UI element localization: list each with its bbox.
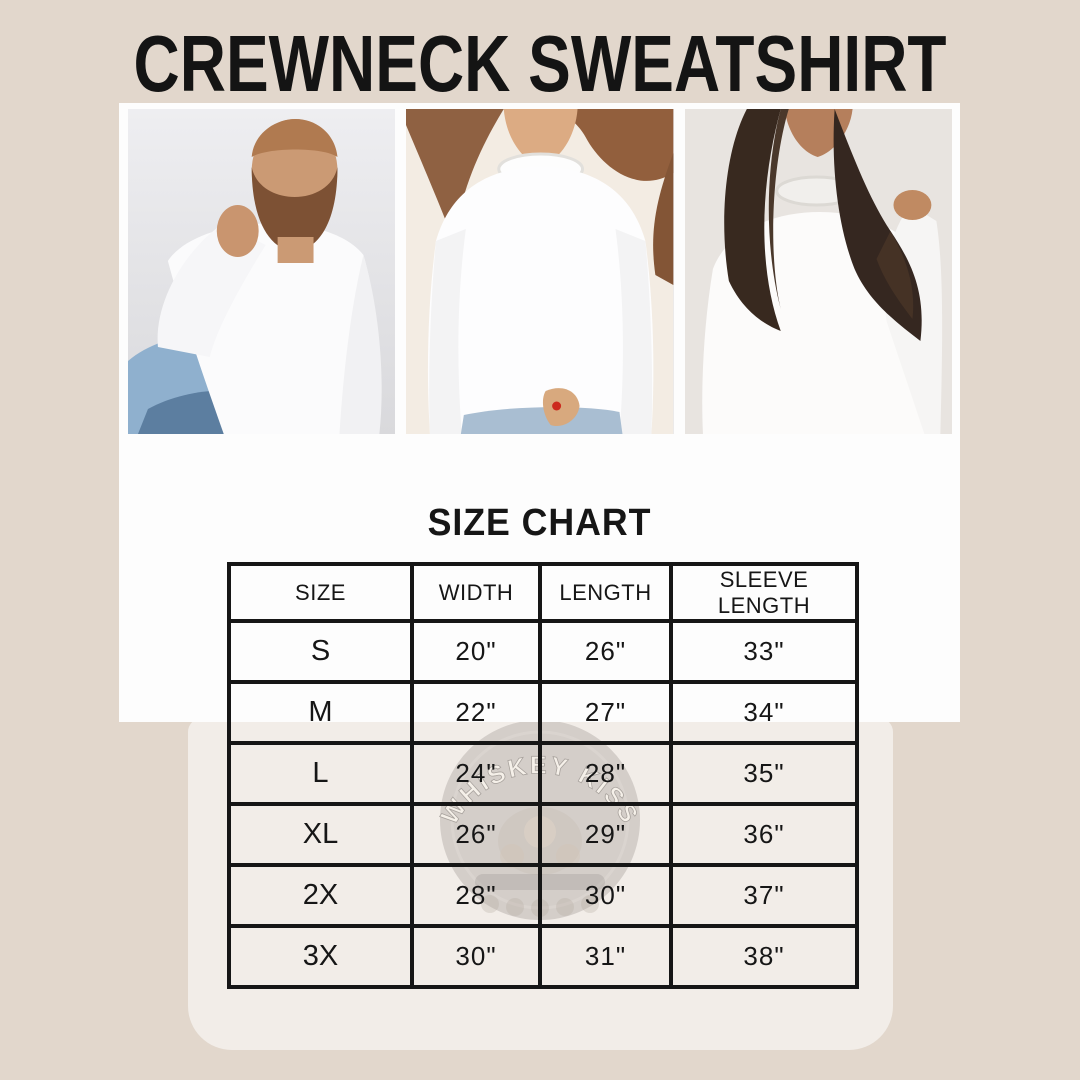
size-cell: 3X <box>227 924 414 989</box>
sleeve-cell: 37" <box>669 863 859 928</box>
table-row: M 22" 27" 34" <box>227 680 859 745</box>
sleeve-cell: 35" <box>669 741 859 806</box>
size-chart-table: SIZE WIDTH LENGTH SLEEVE LENGTH S 20" 26… <box>227 562 859 989</box>
col-header-size: SIZE <box>227 562 414 623</box>
sleeve-cell: 34" <box>669 680 859 745</box>
width-cell: 24" <box>410 741 542 806</box>
table-row: 3X 30" 31" 38" <box>227 924 859 989</box>
table-header-row: SIZE WIDTH LENGTH SLEEVE LENGTH <box>227 562 859 623</box>
size-cell: XL <box>227 802 414 867</box>
width-cell: 22" <box>410 680 542 745</box>
width-cell: 26" <box>410 802 542 867</box>
length-cell: 28" <box>538 741 673 806</box>
length-cell: 26" <box>538 619 673 684</box>
sleeve-cell: 38" <box>669 924 859 989</box>
sleeve-cell: 36" <box>669 802 859 867</box>
length-cell: 30" <box>538 863 673 928</box>
size-cell: M <box>227 680 414 745</box>
size-cell: 2X <box>227 863 414 928</box>
col-header-sleeve-length: SLEEVE LENGTH <box>669 562 859 623</box>
table-row: L 24" 28" 35" <box>227 741 859 806</box>
table-row: S 20" 26" 33" <box>227 619 859 684</box>
width-cell: 28" <box>410 863 542 928</box>
width-cell: 30" <box>410 924 542 989</box>
size-cell: L <box>227 741 414 806</box>
table-row: XL 26" 29" 36" <box>227 802 859 867</box>
photo-row <box>119 103 960 434</box>
photo-model-woman-plus <box>684 109 952 434</box>
size-cell: S <box>227 619 414 684</box>
width-cell: 20" <box>410 619 542 684</box>
sleeve-cell: 33" <box>669 619 859 684</box>
col-header-length: LENGTH <box>538 562 673 623</box>
page-title: CREWNECK SWEATSHIRT <box>133 19 947 108</box>
table-row: 2X 28" 30" 37" <box>227 863 859 928</box>
photo-model-man <box>128 109 396 434</box>
photo-model-woman <box>406 109 674 434</box>
length-cell: 29" <box>538 802 673 867</box>
col-header-width: WIDTH <box>410 562 542 623</box>
length-cell: 27" <box>538 680 673 745</box>
length-cell: 31" <box>538 924 673 989</box>
size-chart-heading: SIZE CHART <box>427 502 652 544</box>
